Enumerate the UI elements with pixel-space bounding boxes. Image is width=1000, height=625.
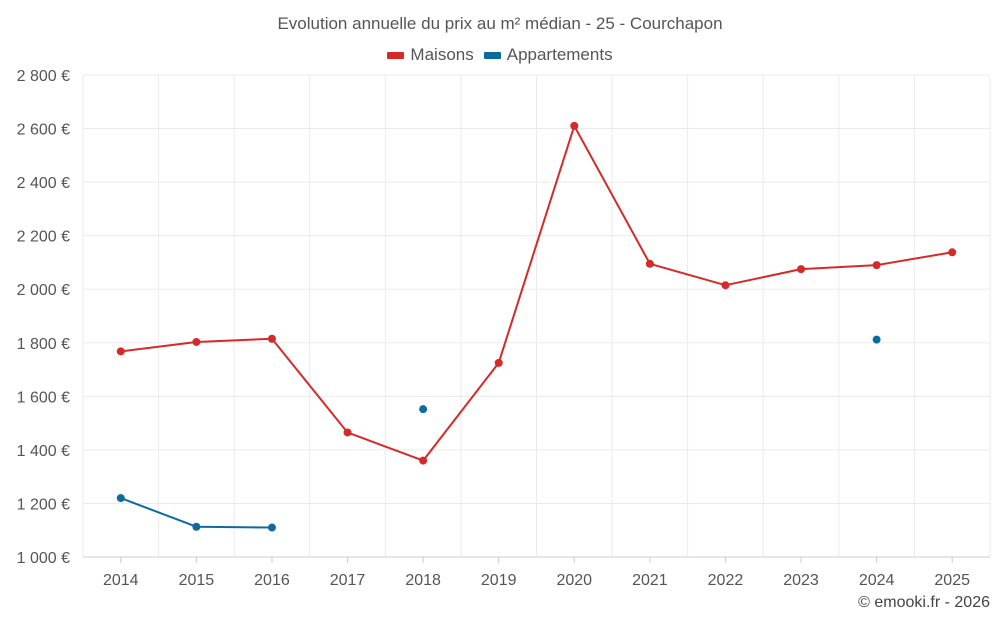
data-point-maisons	[645, 259, 654, 268]
y-tick-label: 1 000 €	[17, 550, 70, 567]
data-point-maisons	[494, 358, 503, 367]
data-point-maisons	[872, 261, 881, 270]
credit-text: © emooki.fr - 2026	[858, 594, 990, 611]
data-point-appartements	[419, 405, 428, 414]
data-point-maisons	[797, 265, 806, 274]
legend: Maisons Appartements	[0, 45, 1000, 65]
x-tick-label: 2018	[405, 572, 441, 589]
y-tick-label: 2 800 €	[17, 68, 70, 85]
chart-title: Evolution annuelle du prix au m² médian …	[277, 14, 723, 33]
y-tick-label: 2 600 €	[17, 122, 70, 139]
x-tick-label: 2020	[556, 572, 592, 589]
x-tick-label: 2016	[254, 572, 290, 589]
x-tick-label: 2014	[103, 572, 139, 589]
data-point-maisons	[948, 248, 957, 257]
y-tick-label: 1 800 €	[17, 336, 70, 353]
x-tick-label: 2023	[783, 572, 819, 589]
data-point-maisons	[343, 428, 352, 437]
x-tick-label: 2017	[330, 572, 366, 589]
x-tick-label: 2025	[934, 572, 970, 589]
y-tick-label: 1 200 €	[17, 496, 70, 513]
x-tick-label: 2019	[481, 572, 517, 589]
data-point-appartements	[872, 335, 881, 344]
legend-label-maisons: Maisons	[410, 45, 474, 64]
legend-label-appartements: Appartements	[506, 45, 613, 64]
y-tick-label: 1 400 €	[17, 443, 70, 460]
y-tick-label: 1 600 €	[17, 389, 70, 406]
data-point-appartements	[116, 494, 125, 503]
data-point-appartements	[192, 522, 201, 531]
legend-item-appartements[interactable]: Appartements	[483, 45, 613, 65]
x-tick-label: 2024	[859, 572, 895, 589]
legend-swatch-maisons	[387, 51, 405, 59]
x-tick-label: 2021	[632, 572, 668, 589]
y-tick-label: 2 200 €	[17, 229, 70, 246]
data-point-maisons	[267, 334, 276, 343]
x-tick-label: 2022	[708, 572, 744, 589]
data-point-maisons	[419, 456, 428, 465]
legend-item-maisons[interactable]: Maisons	[387, 45, 474, 65]
y-tick-label: 2 400 €	[17, 175, 70, 192]
data-point-maisons	[116, 347, 125, 356]
y-tick-label: 2 000 €	[17, 282, 70, 299]
legend-swatch-appartements	[483, 51, 501, 59]
series-line-maisons	[120, 124, 953, 462]
data-point-appartements	[267, 523, 276, 532]
data-point-maisons	[570, 121, 579, 130]
x-tick-label: 2015	[179, 572, 215, 589]
data-point-maisons	[192, 337, 201, 346]
data-point-maisons	[721, 281, 730, 290]
